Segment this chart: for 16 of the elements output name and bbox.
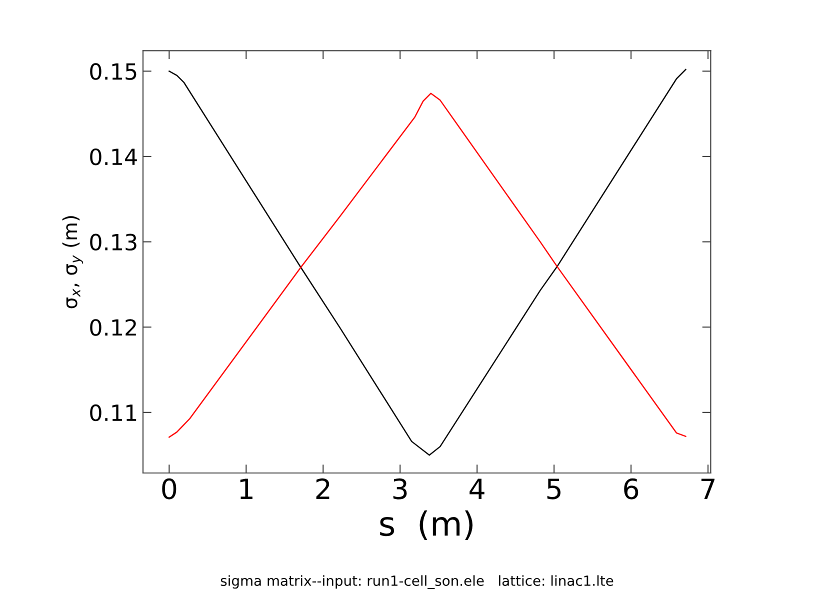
y-tick-label: 0.12 <box>90 319 136 336</box>
y-tick-label: 0.11 <box>90 404 136 422</box>
x-tick-label: 0 <box>162 478 176 500</box>
y-tick-label: 0.14 <box>90 148 137 166</box>
text: sigma matrix--input: run1-cell_son.ele lattice: linac1.lte <box>220 575 614 590</box>
x-tick-label: 3 <box>393 478 407 500</box>
x-tick-label: 2 <box>316 478 330 499</box>
y-tick-label: 0.13 <box>90 234 136 251</box>
y-tick-label: 0.15 <box>90 63 136 80</box>
x-tick-label: 4 <box>470 478 484 499</box>
x-tick-label: 5 <box>547 478 560 500</box>
x-axis-title: s (m) <box>380 510 473 540</box>
x-tick-label: 1 <box>240 478 252 499</box>
y-axis-title: σ$_{x}$, σ$_{y}$ (m) <box>62 216 84 308</box>
x-tick-label: 6 <box>624 478 638 500</box>
x-tick-label: 7 <box>701 478 714 499</box>
